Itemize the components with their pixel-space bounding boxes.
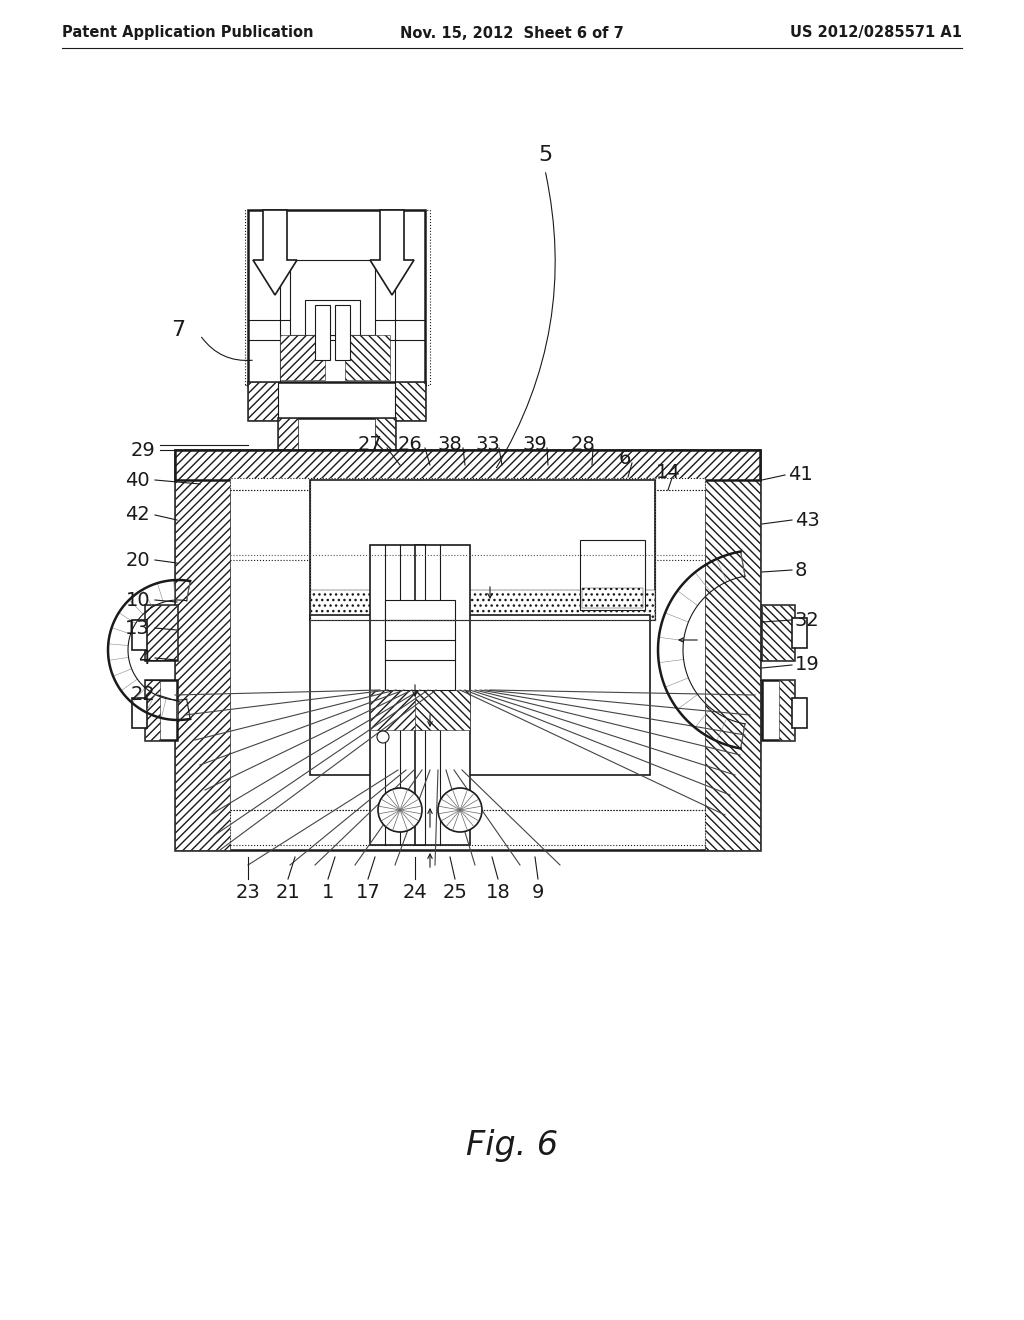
Bar [248,215,278,380]
Text: 19: 19 [795,656,820,675]
Text: 1: 1 [322,883,334,902]
Bar [762,605,794,660]
Bar [230,810,705,845]
Bar [175,450,760,480]
Text: 43: 43 [795,511,820,529]
Text: 25: 25 [442,883,467,902]
Text: 29: 29 [130,441,155,459]
Circle shape [378,788,422,832]
Text: Fig. 6: Fig. 6 [466,1129,558,1162]
Bar [779,680,794,741]
Bar [792,618,807,648]
Bar [132,698,147,729]
Bar [395,215,425,380]
Text: 7: 7 [171,319,185,341]
Text: 41: 41 [788,466,813,484]
Polygon shape [253,210,297,294]
Text: 28: 28 [570,434,595,454]
Text: Nov. 15, 2012  Sheet 6 of 7: Nov. 15, 2012 Sheet 6 of 7 [400,25,624,41]
Bar [175,450,760,480]
Bar [280,335,325,380]
Polygon shape [370,210,414,294]
Bar [395,381,425,420]
Bar [310,480,655,620]
Bar [370,690,425,730]
Text: 22: 22 [130,685,155,705]
Bar [278,418,298,450]
Text: 38: 38 [437,434,463,454]
Text: 17: 17 [355,883,380,902]
Bar [248,381,278,420]
Bar [310,615,650,775]
Text: 14: 14 [655,463,680,483]
Bar [335,305,350,360]
Bar [290,260,375,335]
Bar [370,545,425,845]
Text: 9: 9 [531,883,544,902]
Bar [375,418,395,450]
Bar [385,601,455,690]
Bar [245,210,430,385]
Bar [175,450,230,850]
Text: 18: 18 [485,883,510,902]
Text: Patent Application Publication: Patent Application Publication [62,25,313,41]
Bar [278,418,395,450]
Bar [415,545,470,845]
Bar [582,587,643,609]
Bar [145,605,177,660]
Bar [305,300,360,335]
Text: 21: 21 [275,883,300,902]
Bar [580,540,645,610]
Bar [792,698,807,729]
Text: 26: 26 [397,434,422,454]
Bar [145,605,177,660]
Bar [345,335,390,380]
Text: 13: 13 [125,619,150,638]
Bar [248,381,425,420]
Circle shape [377,731,389,743]
Text: 5: 5 [538,145,552,165]
Bar [705,450,760,850]
Bar [762,605,794,660]
Bar [248,210,425,385]
Bar [315,305,330,360]
Bar [310,590,655,620]
Text: 10: 10 [125,590,150,610]
Bar [145,680,177,741]
Bar [230,478,705,490]
Bar [145,680,160,741]
Text: 24: 24 [402,883,427,902]
Text: 4: 4 [137,648,150,668]
Text: 39: 39 [522,434,548,454]
Bar [762,680,794,741]
Text: 33: 33 [475,434,501,454]
Text: 23: 23 [236,883,260,902]
Text: US 2012/0285571 A1: US 2012/0285571 A1 [790,25,962,41]
Text: 6: 6 [618,449,631,467]
Text: 27: 27 [357,434,382,454]
Text: 8: 8 [795,561,807,579]
Bar [415,690,470,730]
Bar [310,480,655,620]
Bar [132,620,147,649]
Text: 20: 20 [125,550,150,569]
Bar [175,450,760,850]
Text: 42: 42 [125,506,150,524]
Text: 40: 40 [125,470,150,490]
Circle shape [438,788,482,832]
Text: 32: 32 [795,610,820,630]
